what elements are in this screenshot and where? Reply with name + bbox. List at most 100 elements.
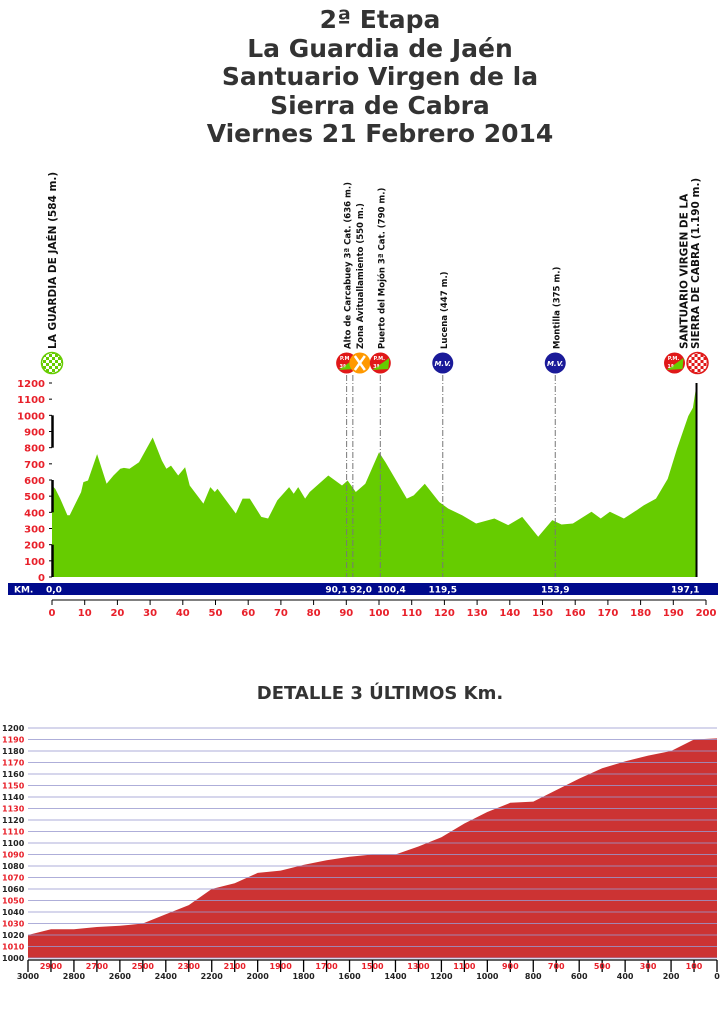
x-tick-label: 130 xyxy=(467,608,488,619)
x-tick-label: 50 xyxy=(209,608,223,619)
waypoint-label: LA GUARDIA DE JAÉN (584 m.) xyxy=(46,172,59,349)
x-tick-label: 110 xyxy=(401,608,422,619)
badge-text: 1ª xyxy=(667,364,673,370)
y-tick-label: 0 xyxy=(38,573,45,584)
km-marker-label: 90,1 xyxy=(325,586,347,596)
waypoint-label: SIERRA DE CABRA (1.190 m.) xyxy=(690,178,702,349)
x-tick-label: 300 xyxy=(640,962,657,971)
y-tick-label: 1110 xyxy=(2,828,25,837)
y-tick-label: 1100 xyxy=(2,839,25,848)
x-tick-label: 180 xyxy=(630,608,651,619)
y-tick-label: 1170 xyxy=(2,759,25,768)
waypoint-label: Montilla (375 m.) xyxy=(552,266,562,349)
km-bar xyxy=(8,583,718,595)
title-line: Sierra de Cabra xyxy=(270,90,490,120)
x-tick-label: 3000 xyxy=(17,972,40,981)
y-tick-label: 1050 xyxy=(2,897,25,906)
y-tick-label: 1030 xyxy=(2,920,25,929)
x-tick-label: 700 xyxy=(548,962,565,971)
y-tick-label: 200 xyxy=(24,541,45,552)
y-tick-label: 1080 xyxy=(2,862,25,871)
x-tick-label: 30 xyxy=(143,608,157,619)
y-tick-label: 1160 xyxy=(2,770,25,779)
km-marker-label: 119,5 xyxy=(429,586,457,596)
badge-text: P.M. xyxy=(668,356,680,362)
x-tick-label: 0 xyxy=(49,608,56,619)
elevation-area xyxy=(28,738,717,958)
mountain-prize-icon: P.M. 3ª xyxy=(369,352,391,374)
badge-text: M.V. xyxy=(547,360,564,368)
km-marker-label: 153,9 xyxy=(541,586,569,596)
waypoint-label: Puerto del Mojón 3ª Cat. (790 m.) xyxy=(376,188,387,349)
badge-text: 3ª xyxy=(373,364,379,370)
badge-text: M.V. xyxy=(434,360,451,368)
x-tick-label: 80 xyxy=(307,608,321,619)
x-tick-label: 1100 xyxy=(453,962,476,971)
x-tick-label: 40 xyxy=(176,608,190,619)
x-tick-label: 200 xyxy=(696,608,717,619)
y-tick-label: 1020 xyxy=(2,931,25,940)
y-tick-label: 1200 xyxy=(2,724,25,733)
stage-profile-chart: 0100200300400500600700800900100011001200… xyxy=(8,172,718,619)
x-tick-label: 400 xyxy=(617,972,634,981)
badge-text: P.M. xyxy=(374,356,386,362)
title-line: 2ª Etapa xyxy=(319,5,441,34)
y-tick-label: 900 xyxy=(24,428,45,439)
waypoint-label: Lucena (447 m.) xyxy=(440,271,450,349)
y-tick-label: 500 xyxy=(24,492,45,503)
x-tick-label: 1400 xyxy=(384,972,407,981)
x-tick-label: 1300 xyxy=(407,962,430,971)
title-line: Viernes 21 Febrero 2014 xyxy=(206,119,554,148)
x-tick-label: 1900 xyxy=(270,962,293,971)
waypoint-label: Alto de Carcabuey 3ª Cat. (636 m.) xyxy=(344,182,354,349)
mountain-shape xyxy=(666,358,684,370)
x-tick-label: 90 xyxy=(339,608,353,619)
y-tick-label: 1200 xyxy=(17,379,45,390)
x-tick-label: 10 xyxy=(78,608,92,619)
y-tick-label: 1090 xyxy=(2,851,25,860)
x-tick-label: 600 xyxy=(571,972,588,981)
x-tick-label: 120 xyxy=(434,608,455,619)
km-marker-label: 197,1 xyxy=(671,586,699,596)
x-tick-label: 20 xyxy=(110,608,124,619)
y-tick-label: 1140 xyxy=(2,793,25,802)
x-tick-label: 70 xyxy=(274,608,288,619)
intermediate-sprint-icon xyxy=(432,352,454,374)
mountain-shape xyxy=(372,358,390,370)
x-tick-label: 200 xyxy=(663,972,680,981)
badge-text: 3ª xyxy=(339,364,345,370)
x-tick-label: 2300 xyxy=(178,962,201,971)
x-tick-label: 1800 xyxy=(292,972,315,981)
intermediate-sprint-icon xyxy=(544,352,566,374)
waypoint-label: Zona Avituallamiento (550 m.) xyxy=(356,203,366,349)
x-tick-label: 1600 xyxy=(338,972,361,981)
intermediate-sprint-icon: M.V. xyxy=(432,352,454,374)
y-tick-label: 400 xyxy=(24,508,45,519)
y-tick-label: 800 xyxy=(24,444,45,455)
km-marker-label: 0,0 xyxy=(46,586,62,596)
x-tick-label: 2800 xyxy=(63,972,86,981)
y-tick-label: 1180 xyxy=(2,747,25,756)
x-tick-label: 2400 xyxy=(155,972,178,981)
y-tick-label: 300 xyxy=(24,525,45,536)
km-marker-label: 100,4 xyxy=(377,586,405,596)
y-tick-label: 1100 xyxy=(17,395,45,406)
badge-text: P.M. xyxy=(340,356,352,362)
x-tick-label: 500 xyxy=(594,962,611,971)
checkered-flag-icon xyxy=(40,351,64,375)
x-tick-label: 140 xyxy=(499,608,520,619)
x-tick-label: 800 xyxy=(525,972,542,981)
intermediate-sprint-icon: M.V. xyxy=(544,352,566,374)
km-bar-label: KM. xyxy=(14,586,33,596)
y-tick-label: 1120 xyxy=(2,816,25,825)
y-tick-label: 1060 xyxy=(2,885,25,894)
x-tick-label: 100 xyxy=(686,962,703,971)
y-tick-label: 600 xyxy=(24,476,45,487)
x-tick-label: 190 xyxy=(663,608,684,619)
x-tick-label: 0 xyxy=(714,972,720,981)
x-tick-label: 2700 xyxy=(86,962,109,971)
x-tick-label: 1000 xyxy=(476,972,499,981)
y-tick-label: 1000 xyxy=(2,954,25,963)
checkered-flag-icon xyxy=(686,351,709,375)
